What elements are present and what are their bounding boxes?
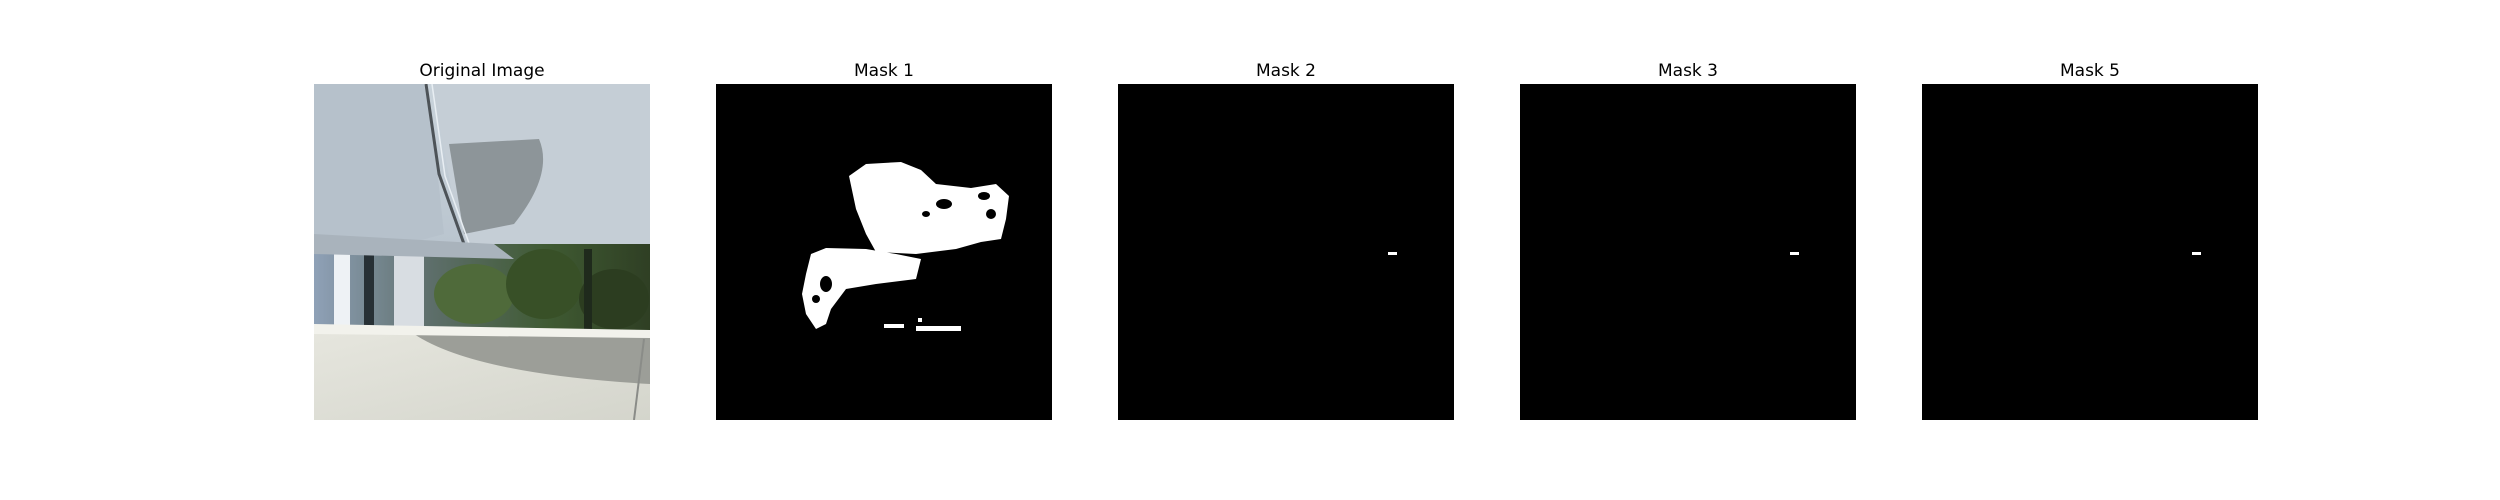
panel-title-mask-2: Mask 2 (1255, 61, 1316, 81)
panel-title-mask-1: Mask 1 (853, 61, 914, 81)
mask-3-image (1520, 84, 1856, 420)
panel-title-original-image: Original Image (419, 61, 545, 81)
panel-title-mask-5: Mask 5 (2059, 61, 2120, 81)
mask-1-image (716, 84, 1052, 420)
mask-5-image (1922, 84, 2258, 420)
panel-title-mask-3: Mask 3 (1657, 61, 1718, 81)
original-image (314, 84, 650, 420)
mask-2-image (1118, 84, 1454, 420)
